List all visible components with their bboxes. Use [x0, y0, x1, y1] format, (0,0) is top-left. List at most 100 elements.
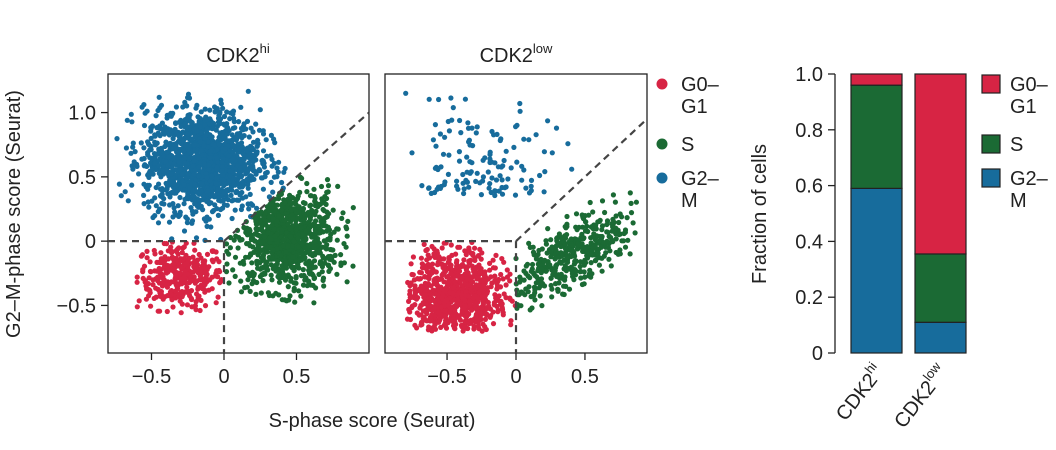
scatter-point — [281, 169, 287, 175]
scatter-point — [259, 272, 265, 278]
scatter-point — [134, 161, 140, 167]
scatter-point — [298, 247, 305, 254]
scatter-point — [275, 169, 281, 175]
scatter-point — [146, 293, 152, 299]
scatter-point — [454, 183, 460, 189]
scatter-point — [428, 291, 434, 298]
scatter-point — [247, 177, 254, 183]
scatter-point — [498, 271, 504, 278]
scatter-point — [482, 316, 488, 322]
scatter-point — [456, 158, 463, 164]
scatter-point — [194, 203, 201, 209]
scatter-point — [311, 244, 317, 250]
scatter-point — [501, 157, 507, 164]
scatter-point — [178, 117, 184, 123]
scatter-point — [159, 191, 165, 197]
scatter-point — [555, 288, 561, 294]
scatter-point — [151, 151, 158, 157]
y-tick-label: −0.5 — [57, 295, 96, 317]
scatter-point — [163, 180, 169, 186]
scatter-point — [247, 243, 253, 249]
scatter-point — [473, 313, 479, 319]
scatter-point — [408, 261, 414, 267]
scatter-point — [276, 196, 282, 202]
scatter-point — [617, 211, 623, 217]
scatter-point — [562, 224, 568, 230]
scatter-point — [263, 218, 269, 224]
scatter-point — [442, 303, 448, 309]
scatter-point — [147, 155, 153, 161]
scatter-point — [606, 256, 612, 262]
scatter-point — [320, 253, 326, 259]
scatter-point — [159, 148, 165, 154]
scatter-point — [293, 226, 299, 232]
scatter-point — [147, 259, 153, 265]
scatter-point — [590, 244, 596, 250]
scatter-point — [481, 286, 487, 293]
scatter-point — [168, 279, 175, 285]
scatter-point — [324, 242, 330, 248]
scatter-point — [497, 173, 503, 179]
scatter-point — [163, 282, 169, 288]
scatter-point — [227, 168, 233, 174]
scatter-points — [114, 88, 356, 316]
scatter-point — [145, 186, 151, 192]
scatter-point — [548, 237, 554, 243]
scatter-point — [490, 321, 497, 327]
scatter-point — [312, 210, 318, 216]
scatter-point — [321, 283, 327, 289]
scatter-point — [292, 199, 298, 205]
scatter-point — [168, 292, 174, 298]
scatter-point — [236, 119, 242, 125]
scatter-point — [539, 303, 545, 309]
scatter-point — [462, 96, 468, 102]
scatter-point — [132, 149, 138, 155]
scatter-point — [148, 147, 154, 153]
scatter-point — [529, 266, 535, 272]
scatter-point — [165, 264, 171, 270]
scatter-point — [146, 287, 152, 293]
axis-ticks: −0.5 0 0.5 — [427, 353, 599, 388]
scatter-point — [182, 166, 188, 172]
scatter-point — [490, 265, 497, 271]
scatter-point — [296, 244, 302, 250]
scatter-point — [155, 151, 161, 157]
scatter-point — [212, 202, 218, 208]
scatter-point — [182, 187, 188, 193]
scatter-point — [220, 197, 226, 204]
scatter-point — [184, 194, 190, 200]
scatter-point — [266, 208, 272, 214]
scatter-point — [243, 126, 249, 132]
bar-segment — [850, 84, 903, 189]
legend-label: G2– — [1010, 168, 1049, 190]
scatter-point — [541, 189, 547, 195]
scatter-point — [220, 205, 226, 211]
scatter-point — [338, 262, 344, 268]
scatter-point — [328, 247, 335, 253]
legend-swatch — [656, 172, 668, 184]
scatter-point — [196, 155, 202, 161]
scatter-point — [513, 124, 519, 130]
scatter-point — [136, 298, 142, 304]
scatter-point — [157, 290, 163, 296]
scatter-point — [184, 302, 190, 308]
scatter-point — [196, 197, 202, 203]
scatter-point — [437, 131, 443, 137]
scatter-point — [462, 313, 469, 319]
legend-label: G1 — [681, 96, 708, 118]
scatter-point — [193, 209, 199, 215]
scatter-point — [534, 274, 540, 280]
scatter-point — [517, 274, 523, 280]
scatter-point — [406, 298, 412, 304]
scatter-point — [123, 145, 129, 151]
x-tick-label: 0.5 — [283, 366, 311, 388]
scatter-point — [418, 255, 424, 261]
scatter-point — [141, 155, 147, 162]
scatter-point — [632, 230, 638, 236]
scatter-point — [450, 290, 456, 296]
scatter-point — [499, 306, 506, 312]
scatter-point — [252, 238, 258, 244]
scatter-point — [285, 284, 291, 290]
scatter-point — [501, 259, 507, 265]
scatter-point — [178, 167, 184, 173]
